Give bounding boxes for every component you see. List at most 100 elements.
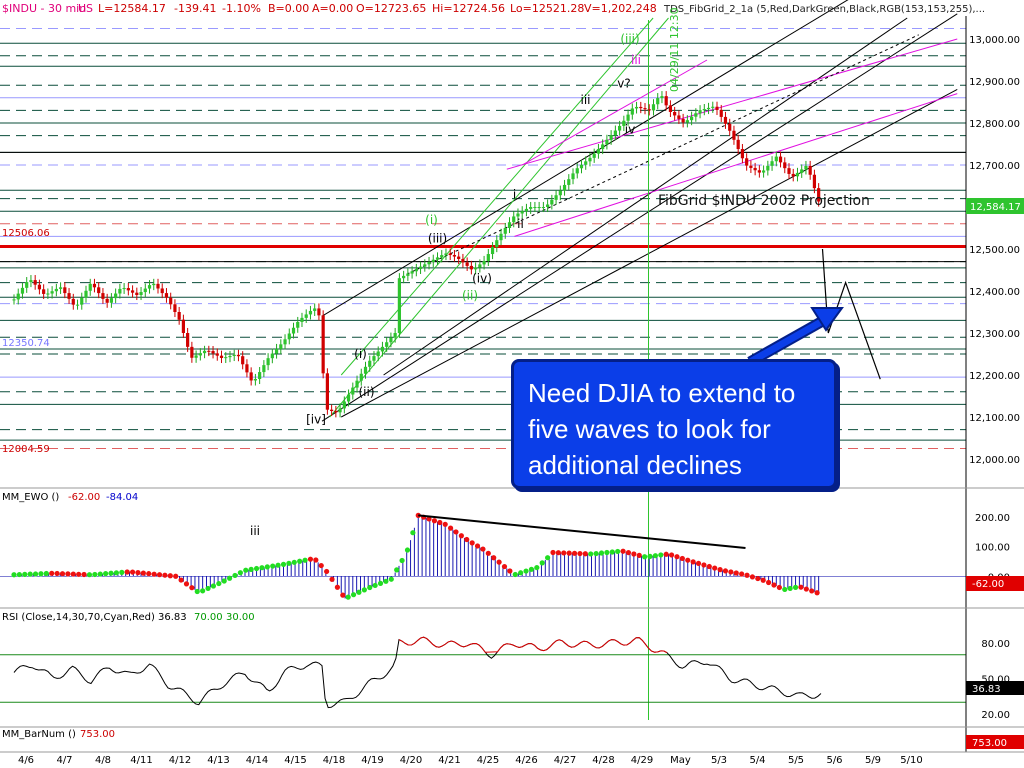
callout-line-3: additional declines bbox=[528, 450, 742, 480]
x-tick-label: 5/6 bbox=[826, 755, 842, 766]
ewo-dot bbox=[625, 549, 632, 556]
price-candle bbox=[766, 165, 770, 171]
price-candle bbox=[372, 356, 376, 361]
price-candle bbox=[313, 308, 317, 311]
ewo-dot bbox=[372, 582, 378, 589]
price-candle bbox=[749, 165, 753, 168]
wave-label: (i) bbox=[354, 347, 367, 361]
price-candle bbox=[219, 355, 224, 358]
price-candle bbox=[444, 253, 448, 256]
price-candle bbox=[300, 317, 304, 322]
price-candle bbox=[770, 161, 774, 166]
price-candle bbox=[75, 304, 80, 306]
channel-line bbox=[321, 13, 958, 422]
price-candle bbox=[58, 287, 63, 289]
channel-line bbox=[329, 17, 669, 418]
ewo-dot bbox=[512, 571, 518, 578]
price-candle bbox=[533, 207, 537, 208]
price-candle bbox=[448, 253, 452, 256]
price-candle bbox=[817, 188, 821, 202]
price-candle bbox=[728, 123, 732, 131]
price-candle bbox=[613, 130, 617, 136]
price-candle bbox=[537, 207, 541, 208]
ewo-dot bbox=[70, 571, 76, 577]
price-candle bbox=[71, 298, 75, 305]
barnum-value-box bbox=[966, 735, 1024, 749]
price-candle bbox=[363, 366, 368, 374]
price-candle bbox=[42, 289, 46, 294]
y-tick-label: 12,200.00 bbox=[969, 371, 1020, 382]
price-change-pct: -1.10% bbox=[222, 2, 261, 15]
price-value-text: 12,584.17 bbox=[970, 202, 1021, 213]
ewo-dot bbox=[11, 572, 17, 578]
bid-price: B=0.00 bbox=[268, 2, 309, 15]
x-tick-label: 5/3 bbox=[711, 755, 727, 766]
ewo-dot bbox=[658, 552, 664, 558]
price-candle bbox=[88, 283, 92, 291]
ewo-dot bbox=[798, 584, 804, 590]
price-candle bbox=[596, 149, 601, 154]
price-candle bbox=[164, 293, 169, 298]
ewo-dot bbox=[65, 571, 71, 577]
ewo-dot bbox=[329, 576, 335, 582]
ewo-dot bbox=[534, 564, 540, 571]
price-candle bbox=[232, 354, 236, 356]
rsi-title: RSI (Close,14,30,70,Cyan,Red) bbox=[2, 612, 155, 623]
ewo-panel bbox=[0, 512, 966, 600]
ewo-dot bbox=[97, 571, 103, 577]
price-candle bbox=[774, 156, 778, 162]
price-candle bbox=[37, 284, 42, 290]
price-candle bbox=[253, 378, 257, 381]
ewo-dot bbox=[426, 516, 432, 522]
wave-label: iv bbox=[625, 123, 635, 137]
y-tick-label: 12,700.00 bbox=[969, 161, 1020, 172]
ewo-dot bbox=[690, 559, 696, 565]
price-candle bbox=[690, 116, 694, 121]
x-tick-label: 4/7 bbox=[56, 755, 72, 766]
price-candle bbox=[643, 108, 647, 110]
ewo-dot bbox=[59, 571, 66, 577]
ewo-value-1: -62.00 bbox=[68, 492, 100, 503]
price-candle bbox=[296, 321, 300, 328]
ewo-dot bbox=[604, 549, 610, 556]
price-candle bbox=[50, 291, 54, 294]
price-candle bbox=[321, 315, 325, 374]
price-candle bbox=[423, 264, 427, 267]
price-candle bbox=[584, 161, 588, 165]
ewo-dot bbox=[264, 564, 270, 570]
ewo-dot bbox=[270, 563, 276, 569]
price-candle bbox=[588, 157, 592, 162]
ewo-dot bbox=[54, 570, 60, 577]
ewo-dot bbox=[787, 585, 793, 592]
price-candle bbox=[190, 346, 194, 358]
ewo-dot bbox=[173, 573, 179, 579]
ewo-dot bbox=[210, 583, 217, 589]
low-price: Lo=12521.28 bbox=[510, 2, 584, 15]
ewo-dot bbox=[140, 570, 146, 576]
ewo-dot bbox=[469, 540, 475, 546]
x-tick-label: 4/26 bbox=[515, 755, 537, 766]
ewo-dot bbox=[598, 550, 605, 556]
price-candle bbox=[651, 104, 656, 111]
price-candle bbox=[135, 292, 139, 295]
ewo-dot bbox=[146, 571, 152, 577]
price-candle bbox=[80, 297, 84, 305]
price-candle bbox=[359, 373, 363, 381]
price-candle bbox=[618, 125, 622, 131]
ewo-dot bbox=[642, 554, 648, 560]
price-candle bbox=[457, 256, 461, 259]
x-tick-label: 4/14 bbox=[246, 755, 268, 766]
ewo-dot bbox=[518, 570, 524, 576]
ewo-dot bbox=[480, 546, 486, 552]
x-tick-label: May bbox=[670, 755, 691, 766]
rsi-panel bbox=[0, 636, 966, 709]
price-candle bbox=[723, 116, 728, 124]
price-candle bbox=[334, 411, 338, 413]
last-price: L=12584.17 bbox=[98, 2, 166, 15]
ewo-dot bbox=[129, 569, 136, 575]
ewo-dot bbox=[453, 529, 459, 535]
price-candle bbox=[274, 348, 279, 354]
x-tick-label: 4/25 bbox=[477, 755, 499, 766]
x-tick-label: 4/28 bbox=[592, 755, 614, 766]
price-candle bbox=[410, 271, 414, 274]
